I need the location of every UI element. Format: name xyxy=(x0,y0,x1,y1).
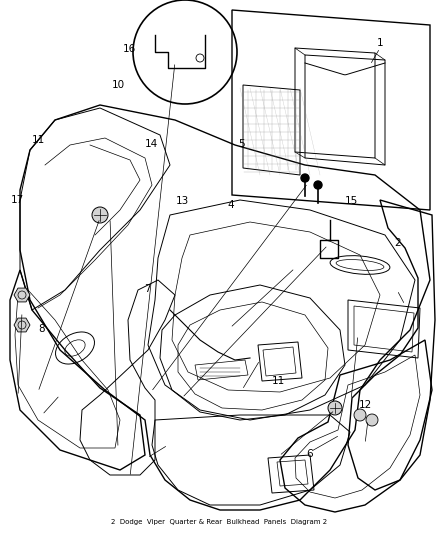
Text: 17: 17 xyxy=(11,195,24,205)
Text: 6: 6 xyxy=(305,449,312,459)
Text: 12: 12 xyxy=(358,400,371,409)
Polygon shape xyxy=(14,318,30,332)
Text: 11: 11 xyxy=(272,376,285,385)
Circle shape xyxy=(353,409,365,421)
Text: 14: 14 xyxy=(145,139,158,149)
Circle shape xyxy=(313,181,321,189)
Text: 1: 1 xyxy=(375,38,382,47)
Text: 2  Dodge  Viper  Quarter & Rear  Bulkhead  Panels  Diagram 2: 2 Dodge Viper Quarter & Rear Bulkhead Pa… xyxy=(111,519,326,525)
Text: 2: 2 xyxy=(393,238,400,247)
Circle shape xyxy=(92,207,108,223)
Text: 7: 7 xyxy=(143,284,150,294)
Polygon shape xyxy=(14,288,30,302)
Text: 10: 10 xyxy=(112,80,125,90)
Text: 4: 4 xyxy=(226,200,233,210)
Circle shape xyxy=(327,401,341,415)
Text: 8: 8 xyxy=(38,325,45,334)
Circle shape xyxy=(300,174,308,182)
Text: 15: 15 xyxy=(344,197,357,206)
Text: 5: 5 xyxy=(237,139,244,149)
Text: 16: 16 xyxy=(123,44,136,54)
Text: 13: 13 xyxy=(175,197,188,206)
Text: 11: 11 xyxy=(32,135,45,145)
Circle shape xyxy=(365,414,377,426)
